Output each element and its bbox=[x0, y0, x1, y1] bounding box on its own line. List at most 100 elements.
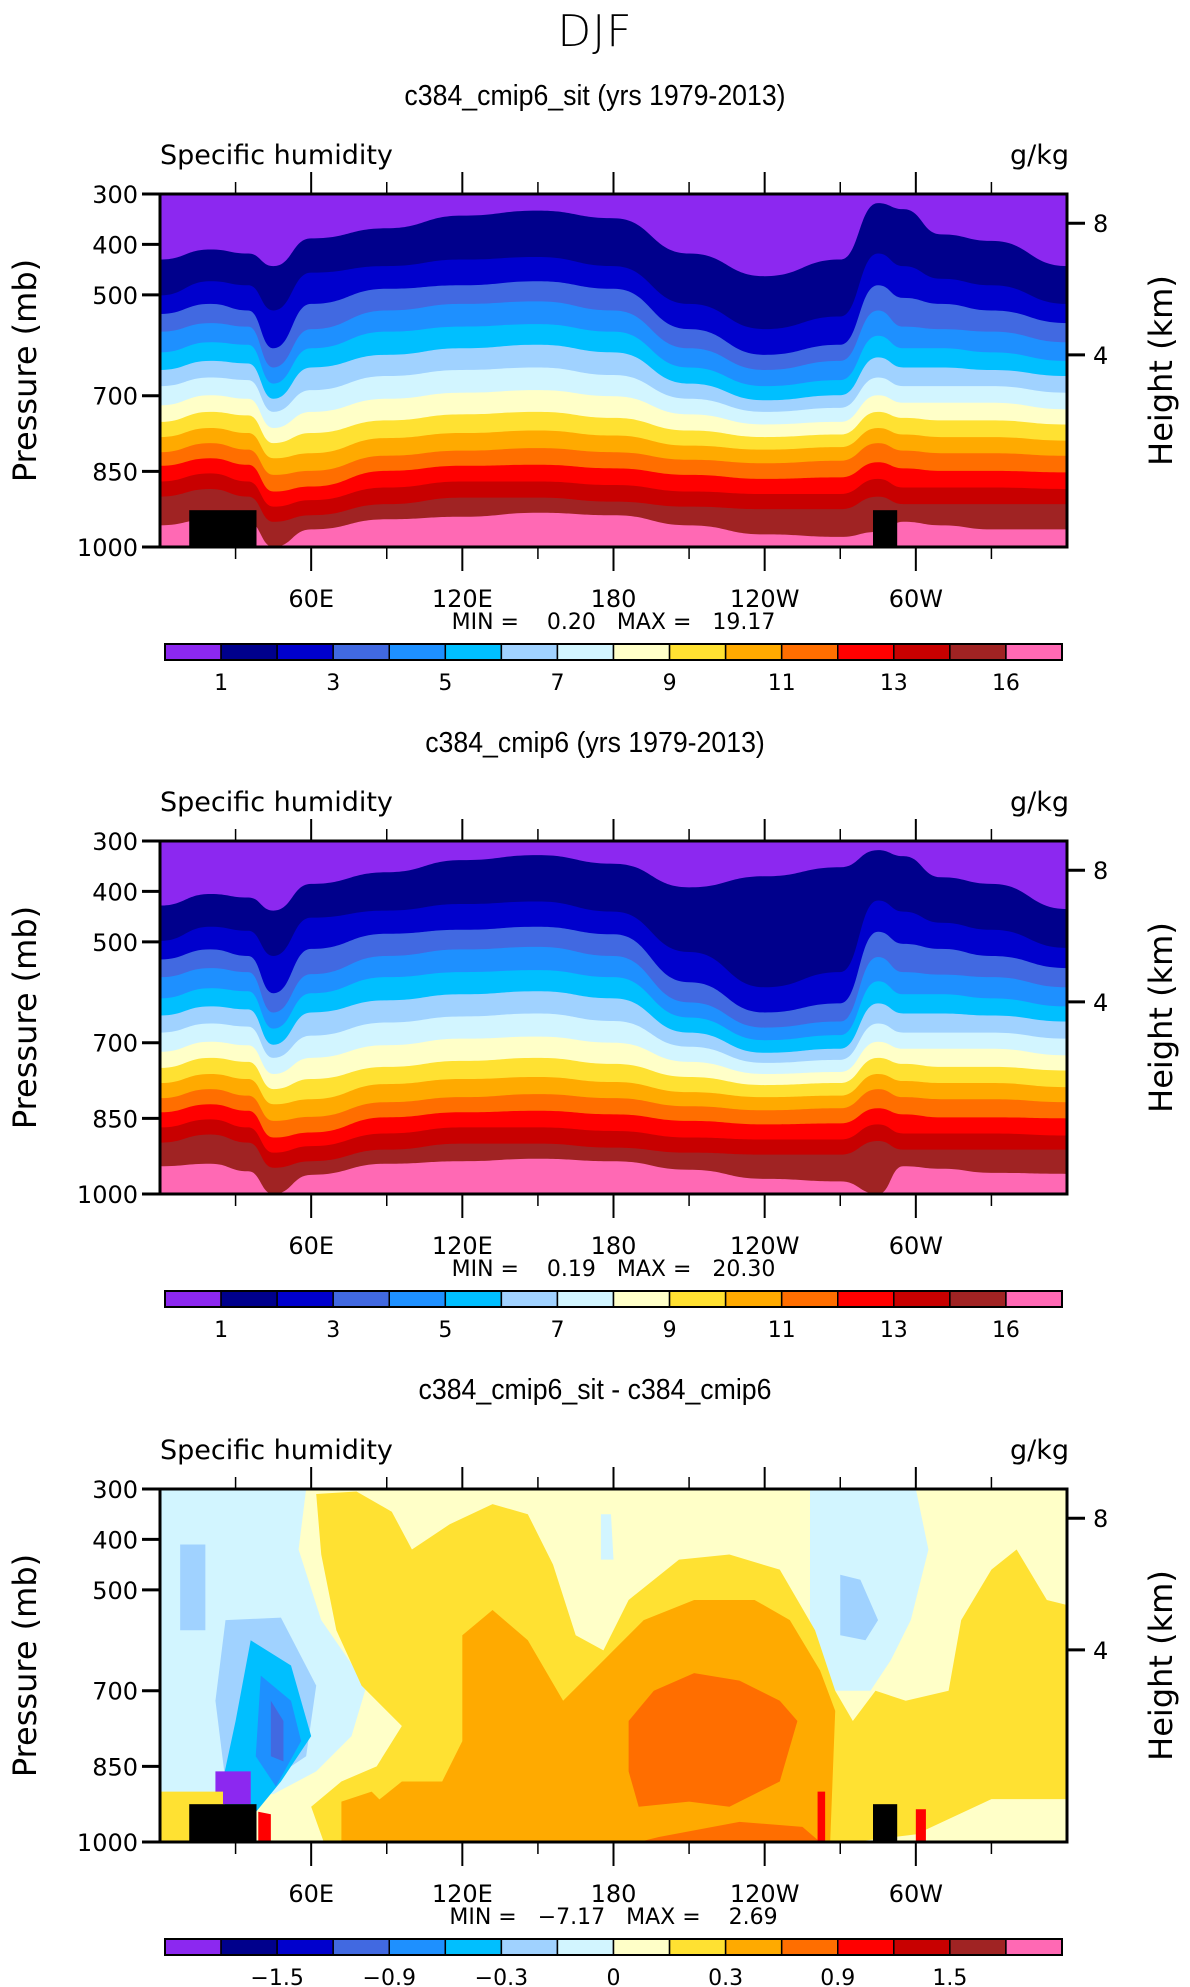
colorbar-swatch bbox=[556, 643, 615, 661]
topography-mask bbox=[873, 510, 898, 547]
colorbar-label: 3 bbox=[326, 1318, 340, 1343]
colorbar-label: −0.3 bbox=[475, 1966, 528, 1987]
colorbar-swatch bbox=[780, 643, 839, 661]
panel-3-title: c384_cmip6_sit - c384_cmip6 bbox=[418, 1374, 772, 1406]
x-tick-label: 120E bbox=[432, 1880, 493, 1908]
colorbar-label: 1 bbox=[214, 1318, 228, 1343]
y2-tick-label: 4 bbox=[1093, 1637, 1108, 1665]
plot-area bbox=[160, 194, 1067, 547]
contour-region bbox=[915, 1809, 926, 1842]
colorbar-label: 7 bbox=[550, 1318, 564, 1343]
contour-region bbox=[215, 1771, 251, 1805]
colorbar-swatch bbox=[276, 1938, 334, 1956]
contour-region bbox=[840, 1574, 879, 1641]
contour-region bbox=[341, 1791, 402, 1842]
contour-band bbox=[160, 1158, 1067, 1194]
topography-mask bbox=[189, 510, 257, 547]
colorbar-swatch bbox=[668, 1938, 727, 1956]
colorbar-swatch bbox=[444, 1938, 503, 1956]
y-tick-label: 500 bbox=[92, 282, 138, 310]
panel-3: 300 400 500 700 850 1000 8 4 60E 120E 180 120W 60W Sp… bbox=[6, 1435, 1180, 1987]
y-axis-label: Pressure (mb) bbox=[6, 906, 44, 1129]
colorbar-swatch bbox=[220, 643, 278, 661]
y-tick-label: 300 bbox=[92, 181, 138, 209]
colorbar-swatch bbox=[164, 1290, 222, 1308]
x-tick-label: 120W bbox=[730, 585, 800, 613]
colorbar-label: 0.9 bbox=[820, 1966, 855, 1987]
figure-title: DJF bbox=[557, 6, 633, 57]
y2-tick-label: 8 bbox=[1093, 1505, 1108, 1533]
variable-label: Specific humidity bbox=[160, 787, 393, 818]
units-label: g/kg bbox=[1010, 787, 1069, 818]
colorbar-swatch bbox=[1005, 643, 1063, 661]
colorbar-label: 7 bbox=[550, 671, 564, 696]
colorbar: 1 3 5 7 9 11 13 16 bbox=[164, 643, 1063, 696]
contour-region bbox=[638, 1821, 821, 1842]
colorbar-swatch bbox=[949, 1938, 1007, 1956]
colorbar-label: 9 bbox=[663, 1318, 677, 1343]
colorbar-swatch bbox=[500, 643, 559, 661]
colorbar-label: 13 bbox=[880, 1318, 908, 1343]
colorbar-swatch bbox=[276, 643, 334, 661]
colorbar-swatch bbox=[164, 643, 222, 661]
x-tick-label: 60E bbox=[288, 1232, 334, 1260]
x-tick-label: 60W bbox=[889, 1232, 943, 1260]
units-label: g/kg bbox=[1010, 1435, 1069, 1466]
y-tick-label: 1000 bbox=[77, 1181, 138, 1209]
colorbar-frame bbox=[164, 643, 1063, 661]
colorbar-swatch bbox=[612, 643, 671, 661]
colorbar-label: 0 bbox=[607, 1966, 621, 1987]
y-tick-label: 400 bbox=[92, 878, 138, 906]
colorbar-swatch bbox=[893, 1938, 951, 1956]
colorbar-swatch bbox=[388, 1938, 447, 1956]
y-tick-label: 500 bbox=[92, 1577, 138, 1605]
colorbar-swatch bbox=[332, 1938, 390, 1956]
colorbar-swatch bbox=[780, 1938, 839, 1956]
x-tick-label: 120W bbox=[730, 1880, 800, 1908]
plot-area bbox=[160, 841, 1067, 1194]
y2-tick-label: 8 bbox=[1093, 210, 1108, 238]
y2-axis-label: Height (km) bbox=[1142, 922, 1180, 1113]
x-tick-label: 120W bbox=[730, 1232, 800, 1260]
y-axis-label: Pressure (mb) bbox=[6, 1554, 44, 1777]
colorbar-swatch bbox=[724, 643, 783, 661]
y2-axis-label: Height (km) bbox=[1142, 275, 1180, 466]
colorbar-swatch bbox=[837, 643, 895, 661]
colorbar-swatch bbox=[332, 1290, 390, 1308]
topography-mask bbox=[189, 1804, 257, 1842]
y-tick-label: 1000 bbox=[77, 1829, 138, 1857]
x-tick-label: 180 bbox=[591, 585, 637, 613]
contour-region bbox=[270, 1700, 284, 1762]
min-max-stats: MIN = 0.20 MAX = 19.17 bbox=[452, 610, 776, 635]
min-max-stats: MIN = 0.19 MAX = 20.30 bbox=[452, 1257, 776, 1282]
colorbar-label: 1 bbox=[214, 671, 228, 696]
x-tick-label: 120E bbox=[432, 1232, 493, 1260]
colorbar-swatch bbox=[332, 643, 390, 661]
colorbar-swatch bbox=[780, 1290, 839, 1308]
y-tick-label: 400 bbox=[92, 231, 138, 259]
contour-region bbox=[817, 1791, 826, 1842]
x-tick-label: 60E bbox=[288, 585, 334, 613]
colorbar-swatch bbox=[724, 1938, 783, 1956]
colorbar-frame bbox=[164, 1290, 1063, 1308]
colorbar-swatch bbox=[556, 1290, 615, 1308]
colorbar-swatch bbox=[612, 1938, 671, 1956]
variable-label: Specific humidity bbox=[160, 140, 393, 171]
units-label: g/kg bbox=[1010, 140, 1069, 171]
colorbar-swatch bbox=[500, 1938, 559, 1956]
panel-1-title: c384_cmip6_sit (yrs 1979-2013) bbox=[404, 80, 786, 112]
variable-label: Specific humidity bbox=[160, 1435, 393, 1466]
colorbar-label: −0.9 bbox=[363, 1966, 416, 1987]
y-tick-label: 300 bbox=[92, 1476, 138, 1504]
colorbar-swatch bbox=[893, 1290, 951, 1308]
colorbar-swatch bbox=[220, 1938, 278, 1956]
colorbar-swatch bbox=[949, 1290, 1007, 1308]
y-tick-label: 300 bbox=[92, 828, 138, 856]
colorbar-label: 9 bbox=[663, 671, 677, 696]
colorbar-swatch bbox=[668, 643, 727, 661]
colorbar-swatch bbox=[388, 1290, 447, 1308]
plot-area bbox=[160, 1489, 1067, 1842]
colorbar: −1.5 −0.9 −0.3 0 0.3 0.9 1.5 bbox=[164, 1938, 1063, 1987]
colorbar-label: 5 bbox=[438, 671, 452, 696]
colorbar-swatch bbox=[164, 1938, 222, 1956]
